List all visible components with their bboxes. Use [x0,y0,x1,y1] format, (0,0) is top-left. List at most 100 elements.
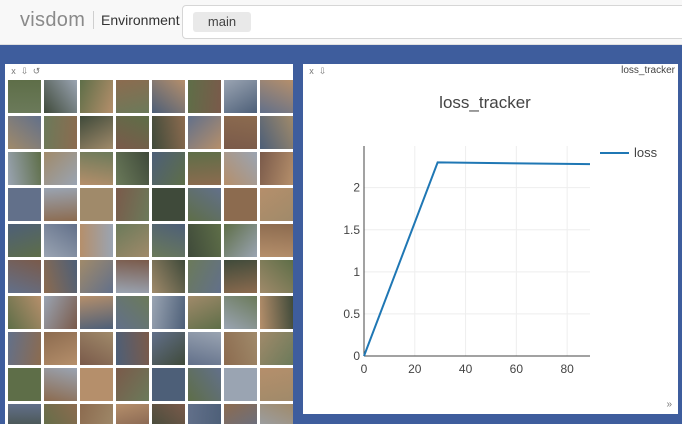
image-thumbnail [8,404,41,424]
image-thumbnail [224,332,257,365]
plot-pane: x ⇩ loss_tracker loss_tracker 0 20 40 60 80 0 0… [303,64,678,414]
image-thumbnail [188,224,221,257]
image-thumbnail [44,260,77,293]
image-thumbnail [80,368,113,401]
series-line-loss [363,161,591,357]
image-thumbnail [260,296,293,329]
close-icon[interactable]: x [309,66,314,76]
image-grid-pane: x ⇩ ↺ [5,64,293,424]
image-thumbnail [8,116,41,149]
image-thumbnail [116,152,149,185]
image-thumbnail [116,188,149,221]
download-icon[interactable]: ⇩ [20,66,29,76]
image-thumbnail [44,188,77,221]
image-thumbnail [116,296,149,329]
image-thumbnail [8,188,41,221]
image-thumbnail [260,116,293,149]
image-thumbnail [224,116,257,149]
image-thumbnail [188,332,221,365]
download-icon[interactable]: ⇩ [318,66,327,76]
image-thumbnail [188,260,221,293]
image-thumbnail [44,116,77,149]
image-thumbnail [152,368,185,401]
image-thumbnail [80,80,113,113]
y-tick-label: 0 [353,349,360,363]
image-thumbnail [44,152,77,185]
resize-handle-icon[interactable]: » [666,399,672,410]
legend-label: loss [634,145,658,160]
image-thumbnail [152,404,185,424]
image-thumbnail [116,80,149,113]
image-thumbnail [8,224,41,257]
image-thumbnail [188,188,221,221]
image-thumbnail [188,296,221,329]
image-thumbnail [8,296,41,329]
image-thumbnail [8,80,41,113]
environment-chip-main[interactable]: main [193,12,251,32]
image-thumbnail [8,260,41,293]
image-thumbnail [152,332,185,365]
image-thumbnail [8,368,41,401]
image-thumbnail [224,224,257,257]
image-thumbnail [152,260,185,293]
image-thumbnail [116,116,149,149]
pane-toolbar: x ⇩ loss_tracker [303,64,678,78]
pane-title: loss_tracker [621,65,675,76]
image-thumbnail [260,332,293,365]
image-thumbnail [116,404,149,424]
image-thumbnail [224,404,257,424]
reset-icon[interactable]: ↺ [32,66,41,76]
image-thumbnail [80,188,113,221]
y-tick-label: 1.5 [343,223,360,237]
image-thumbnail [80,332,113,365]
image-thumbnail [80,404,113,424]
image-thumbnail [260,404,293,424]
divider [93,11,94,29]
image-thumbnail [44,80,77,113]
app-logo: visdom [20,9,86,31]
image-thumbnail [224,188,257,221]
environment-select[interactable]: main [182,5,682,39]
image-thumbnail [260,368,293,401]
image-thumbnail [116,332,149,365]
image-thumbnail [188,368,221,401]
image-thumbnail [8,332,41,365]
image-thumbnail [188,116,221,149]
image-thumbnail [80,260,113,293]
image-thumbnail [8,152,41,185]
image-thumbnail [116,260,149,293]
image-thumbnail [80,116,113,149]
image-thumbnail [152,188,185,221]
image-thumbnail [152,152,185,185]
image-thumbnail [260,152,293,185]
image-thumbnail [188,152,221,185]
image-thumbnail [44,296,77,329]
image-thumbnail [224,260,257,293]
image-thumbnail [44,404,77,424]
image-thumbnail [80,224,113,257]
image-thumbnail [44,332,77,365]
image-thumbnail [152,224,185,257]
image-thumbnail [44,368,77,401]
loss-chart[interactable]: loss_tracker 0 20 40 60 80 0 0.5 1 1.5 2 loss [303,78,678,414]
pane-toolbar: x ⇩ ↺ [5,64,293,78]
image-thumbnail [152,296,185,329]
image-thumbnail [80,296,113,329]
image-thumbnail [44,224,77,257]
image-thumbnail [116,368,149,401]
image-thumbnail [260,224,293,257]
top-bar: visdom Environment main [0,0,682,45]
chart-title: loss_tracker [439,93,531,112]
y-tick-label: 1 [353,265,360,279]
image-thumbnail [224,80,257,113]
image-thumbnail [224,152,257,185]
x-tick-label: 60 [510,362,524,376]
image-thumbnail [224,296,257,329]
image-thumbnail [152,116,185,149]
close-icon[interactable]: x [11,66,16,76]
image-thumbnail [188,404,221,424]
x-tick-label: 20 [408,362,422,376]
image-thumbnail [260,260,293,293]
y-tick-label: 0.5 [343,307,360,321]
x-tick-label: 0 [361,362,368,376]
